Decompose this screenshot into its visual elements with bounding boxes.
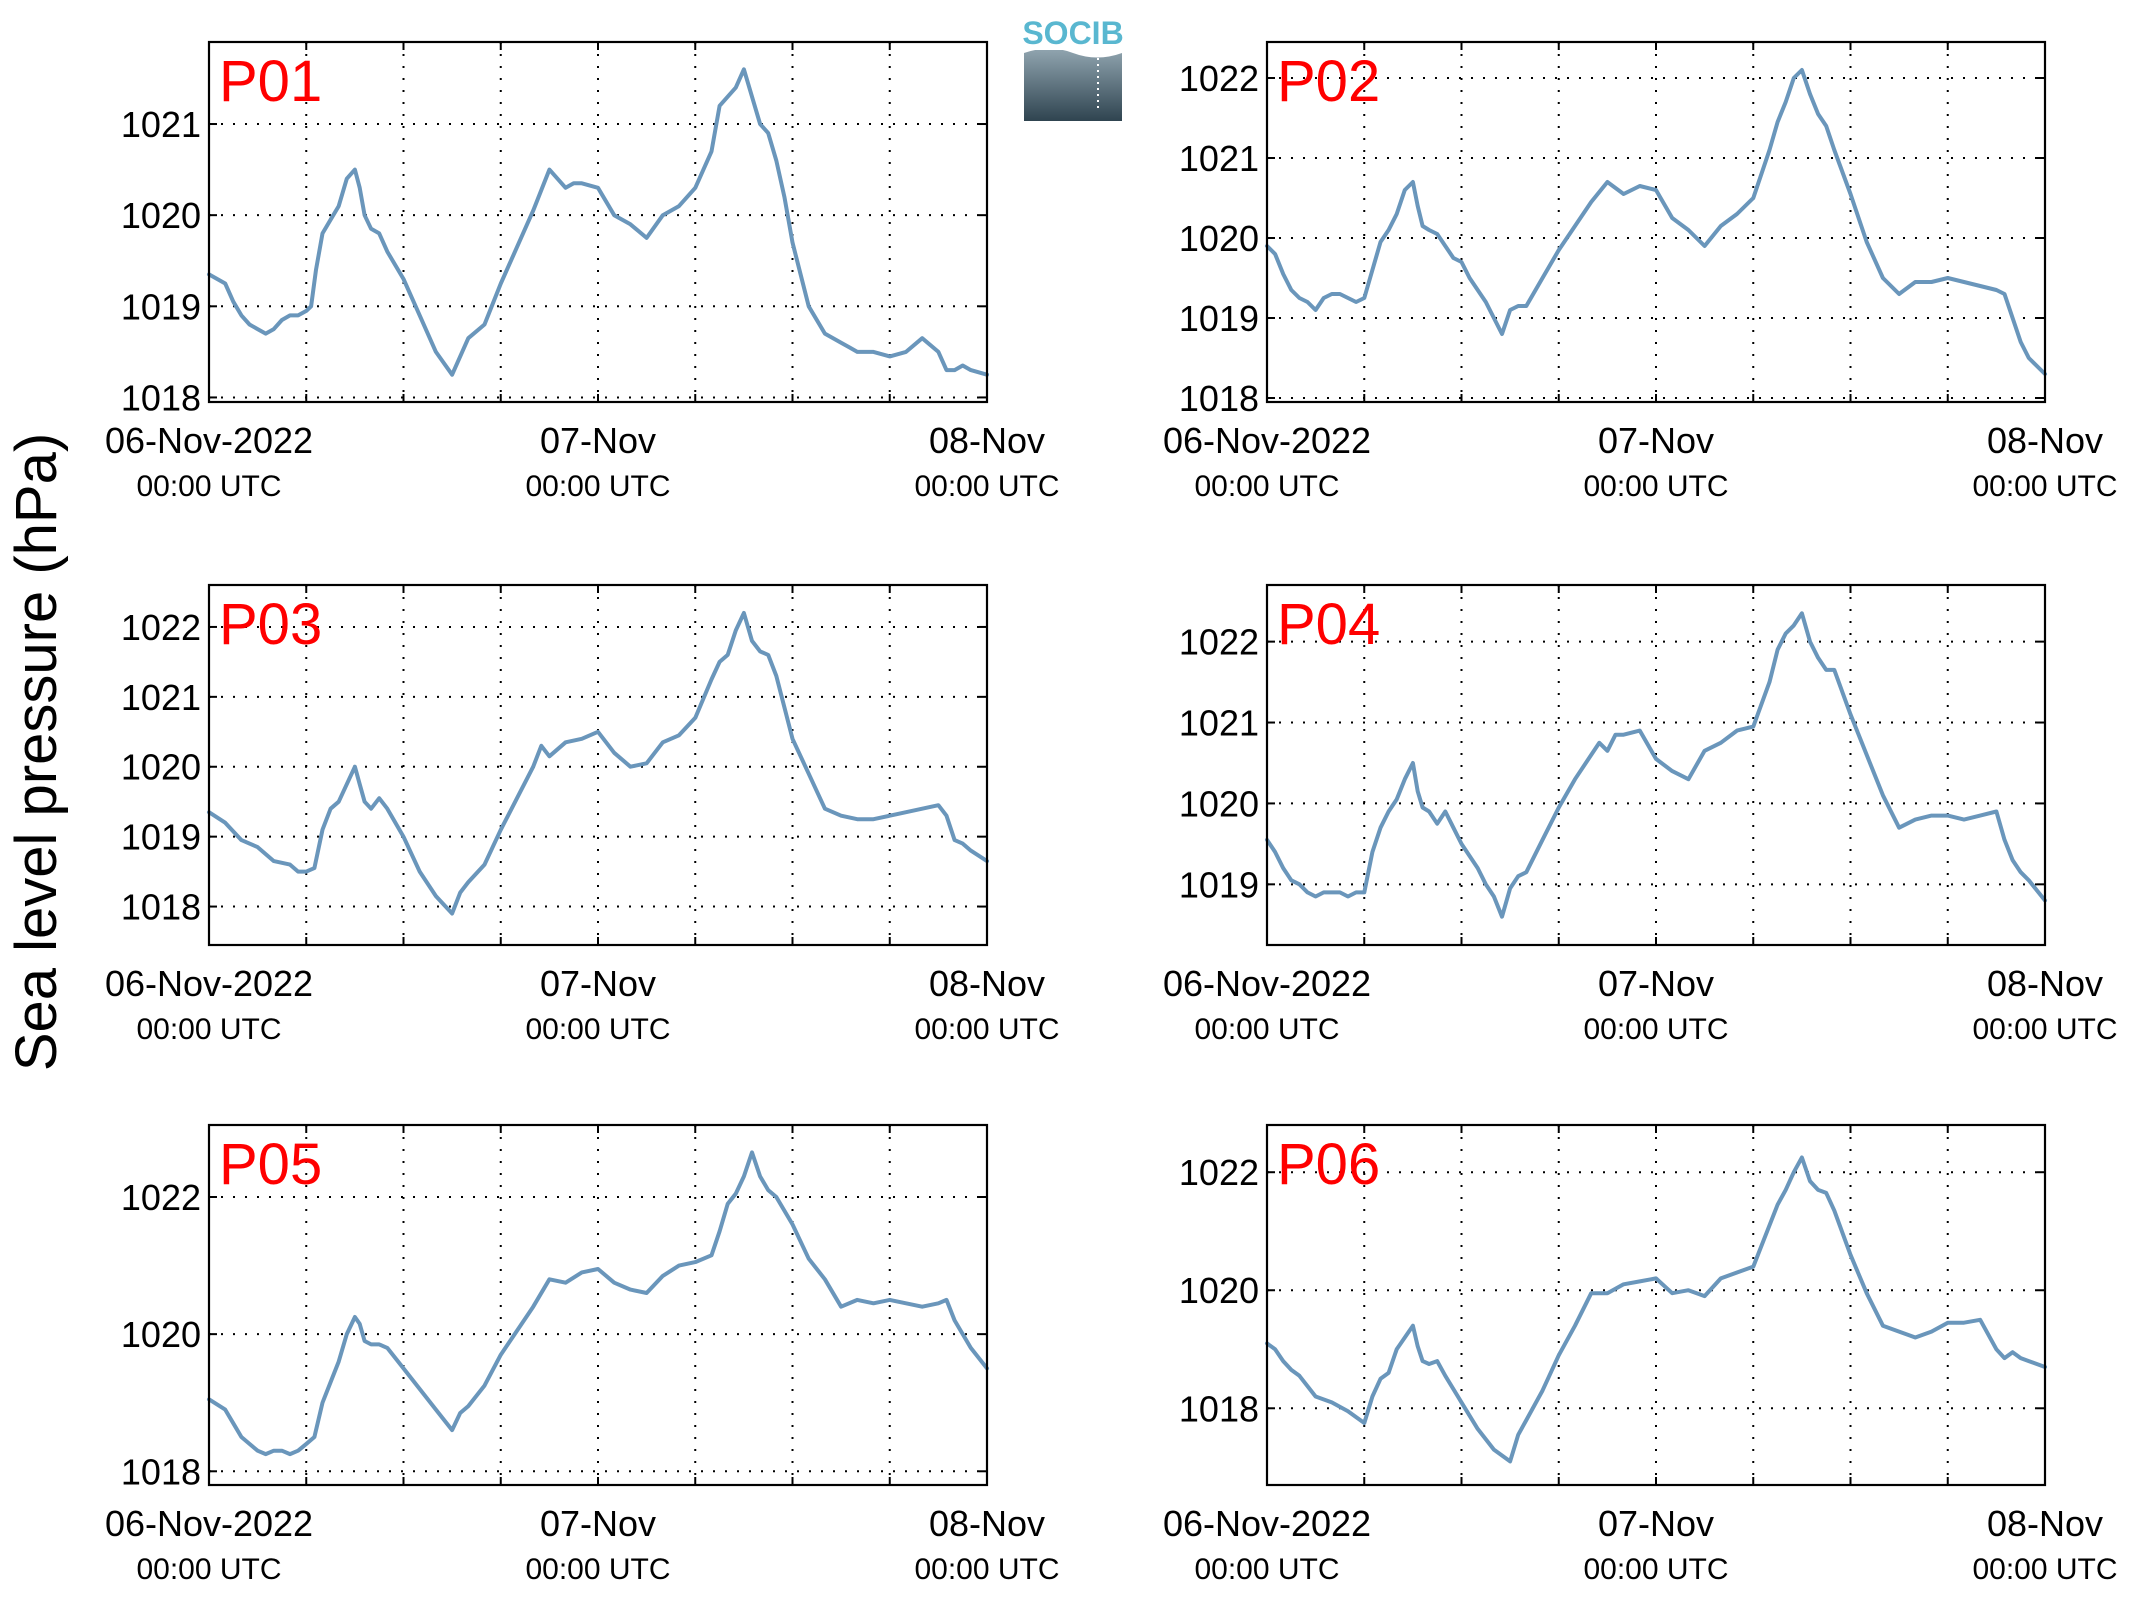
series-line-p06 [1265,1155,2047,1464]
panel-p05: 1018 1020 1022 06-Nov-2022 00:00 UTC 07-Nov 00… [105,1123,1060,1586]
panel-p04: 1019 1020 1021 1022 06-Nov-2022 00:00 UTC 07-N… [1163,583,2118,1046]
y-tick-label: 1021 [121,677,201,718]
logo-text: SOCIB [1022,15,1123,51]
panel-p02: 1018 1019 1020 1021 1022 06-Nov-2022 00:00 UTC… [1163,40,2118,503]
x-tick-sublabel: 00:00 UTC [525,1553,670,1586]
y-tick-label: 1018 [121,1451,201,1492]
x-tick-sublabel: 00:00 UTC [136,470,281,503]
x-tick-sublabel: 00:00 UTC [1972,1553,2117,1586]
y-tick-label: 1021 [1179,138,1259,179]
y-axis-label: Sea level pressure (hPa) [4,433,69,1071]
y-tick-label: 1020 [121,747,201,788]
x-tick-label: 06-Nov-2022 [105,963,313,1004]
socib-logo: SOCIB [1022,15,1124,121]
axes-frame [207,583,989,947]
x-tick-sublabel: 00:00 UTC [1194,1013,1339,1046]
y-tick-label: 1020 [1179,218,1259,259]
panel-p01: 1018 1019 1020 1021 06-Nov-2022 00:00 UTC 07-N… [105,40,1060,503]
axes-frame [1265,1123,2047,1487]
series-line-p01 [207,67,989,377]
x-tick-sublabel: 00:00 UTC [1972,470,2117,503]
x-tick-label: 08-Nov [1987,420,2103,461]
x-tick-label: 08-Nov [929,1503,1045,1544]
x-tick-label: 06-Nov-2022 [105,420,313,461]
x-tick-label: 07-Nov [1598,420,1714,461]
x-tick-label: 08-Nov [1987,963,2103,1004]
axes-frame [207,40,989,404]
series-line-p02 [1265,68,2047,376]
x-tick-sublabel: 00:00 UTC [1583,1013,1728,1046]
x-tick-sublabel: 00:00 UTC [136,1553,281,1586]
x-tick-sublabel: 00:00 UTC [914,470,1059,503]
x-tick-label: 07-Nov [1598,963,1714,1004]
panel-label: P03 [219,592,322,657]
y-tick-label: 1021 [1179,703,1259,744]
x-tick-sublabel: 00:00 UTC [914,1553,1059,1586]
y-tick-label: 1018 [121,887,201,928]
x-tick-label: 08-Nov [1987,1503,2103,1544]
y-tick-label: 1019 [1179,298,1259,339]
x-tick-sublabel: 00:00 UTC [1583,470,1728,503]
panel-label: P05 [219,1132,322,1197]
panel-label: P02 [1277,49,1380,114]
x-tick-sublabel: 00:00 UTC [525,470,670,503]
y-tick-label: 1019 [121,286,201,327]
x-tick-sublabel: 00:00 UTC [136,1013,281,1046]
x-tick-label: 07-Nov [1598,1503,1714,1544]
x-tick-label: 07-Nov [540,1503,656,1544]
x-tick-sublabel: 00:00 UTC [1194,470,1339,503]
y-tick-label: 1020 [1179,1270,1259,1311]
y-tick-label: 1021 [121,104,201,145]
y-tick-label: 1018 [121,377,201,418]
axes-frame [1265,40,2047,404]
y-tick-label: 1019 [121,817,201,858]
x-tick-sublabel: 00:00 UTC [525,1013,670,1046]
panel-label: P01 [219,49,322,114]
y-tick-label: 1022 [121,607,201,648]
y-tick-label: 1019 [1179,864,1259,905]
x-tick-sublabel: 00:00 UTC [1194,1553,1339,1586]
y-tick-label: 1020 [121,195,201,236]
x-tick-label: 06-Nov-2022 [105,1503,313,1544]
x-tick-sublabel: 00:00 UTC [914,1013,1059,1046]
x-tick-sublabel: 00:00 UTC [1583,1553,1728,1586]
x-tick-label: 06-Nov-2022 [1163,963,1371,1004]
panel-p03: 1018 1019 1020 1021 1022 06-Nov-2022 00:00 UTC… [105,583,1060,1046]
panel-label: P06 [1277,1132,1380,1197]
series-line-p03 [207,611,989,916]
x-tick-sublabel: 00:00 UTC [1972,1013,2117,1046]
panel-label: P04 [1277,592,1380,657]
y-tick-label: 1022 [1179,622,1259,663]
series-line-p05 [207,1150,989,1457]
x-tick-label: 06-Nov-2022 [1163,420,1371,461]
y-tick-label: 1020 [1179,783,1259,824]
y-tick-label: 1022 [1179,58,1259,99]
panel-p06: 1018 1020 1022 06-Nov-2022 00:00 UTC 07-Nov 00… [1163,1123,2118,1586]
y-tick-label: 1020 [121,1314,201,1355]
y-tick-label: 1018 [1179,1388,1259,1429]
y-tick-label: 1022 [1179,1152,1259,1193]
x-tick-label: 07-Nov [540,420,656,461]
axes-frame [207,1123,989,1487]
x-tick-label: 07-Nov [540,963,656,1004]
x-tick-label: 08-Nov [929,420,1045,461]
y-tick-label: 1022 [121,1177,201,1218]
axes-frame [1265,583,2047,947]
y-tick-label: 1018 [1179,378,1259,419]
x-tick-label: 06-Nov-2022 [1163,1503,1371,1544]
x-tick-label: 08-Nov [929,963,1045,1004]
series-line-p04 [1265,611,2047,919]
